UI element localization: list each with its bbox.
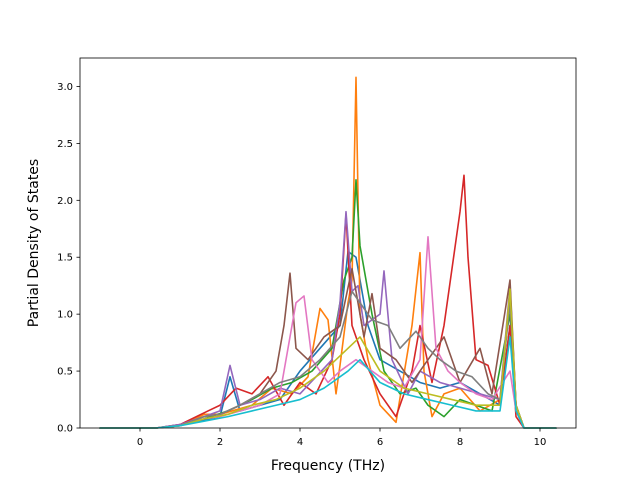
y-tick-label: 2.0 xyxy=(57,196,73,207)
y-tick-label: 2.5 xyxy=(57,139,73,150)
series-line-8 xyxy=(99,290,557,429)
y-tick-label: 0.0 xyxy=(57,424,73,435)
y-axis-label: Partial Density of States xyxy=(26,159,42,327)
plot-area-frame xyxy=(79,57,577,429)
x-axis-label: Frequency (THz) xyxy=(271,458,385,474)
y-tick-label: 1.0 xyxy=(57,310,73,321)
series-layer xyxy=(99,76,557,429)
x-tick-label: 10 xyxy=(534,437,547,448)
series-line-10 xyxy=(99,336,557,429)
y-tick-label: 3.0 xyxy=(57,82,73,93)
y-tick-label: 1.5 xyxy=(57,253,73,264)
x-tick-label: 8 xyxy=(457,437,463,448)
x-axis-ticks: 0 2 4 6 8 10 xyxy=(137,428,547,448)
x-tick-label: 2 xyxy=(217,437,223,448)
series-line-2 xyxy=(99,76,557,429)
y-axis-ticks: 0.0 0.5 1.0 1.5 2.0 2.5 3.0 xyxy=(57,82,80,435)
x-tick-label: 0 xyxy=(137,437,143,448)
y-tick-label: 0.5 xyxy=(57,367,73,378)
x-tick-label: 4 xyxy=(297,437,303,448)
x-tick-label: 6 xyxy=(377,437,383,448)
series-line-9 xyxy=(99,288,557,429)
series-line-4 xyxy=(99,174,557,429)
